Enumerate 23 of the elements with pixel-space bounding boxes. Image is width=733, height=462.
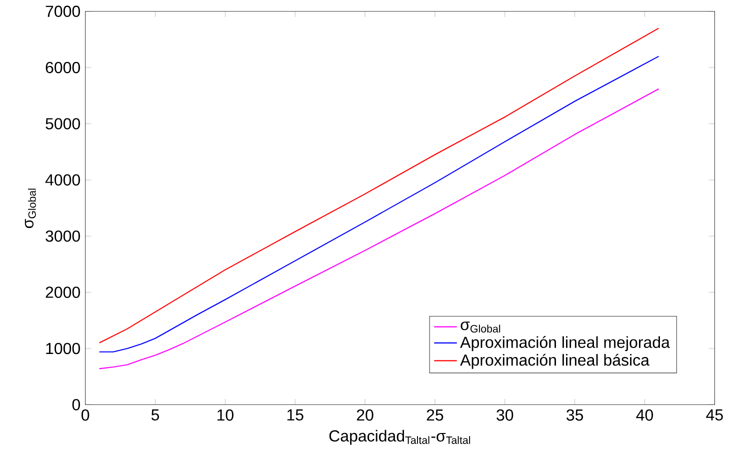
x-tick-label: 0 xyxy=(82,409,90,421)
x-tick-label: 45 xyxy=(706,409,723,421)
x-tick-label: 25 xyxy=(426,409,444,421)
y-tick-label: 0 xyxy=(72,399,80,410)
y-tick-label: 1000 xyxy=(46,342,80,354)
y-tick-label: 2000 xyxy=(46,286,80,298)
legend-label: Aproximación lineal básica xyxy=(460,354,650,369)
x-tick-label: 35 xyxy=(566,409,584,421)
y-tick-label: 4000 xyxy=(45,174,80,186)
x-tick-label: 15 xyxy=(287,409,304,421)
x-tick-label: 10 xyxy=(218,409,234,421)
x-axis-title: Capacidad$_{Taltal}$-σ$_{Taltal}$ xyxy=(329,430,470,445)
legend-label: Aproximación lineal mejorada xyxy=(460,336,670,352)
y-tick-label: 6000 xyxy=(46,62,80,74)
y-tick-label: 7000 xyxy=(46,6,80,17)
y-tick-label: 5000 xyxy=(46,118,80,130)
y-tick-label: 3000 xyxy=(46,230,80,242)
x-tick-label: 20 xyxy=(356,409,374,421)
x-tick-label: 30 xyxy=(496,409,514,421)
x-tick-label: 5 xyxy=(151,409,160,421)
x-tick-label: 40 xyxy=(636,409,654,421)
legend-label: σ$_{Global}$ xyxy=(460,322,500,333)
y-axis-title: σ$_{Global}$ xyxy=(24,188,36,228)
